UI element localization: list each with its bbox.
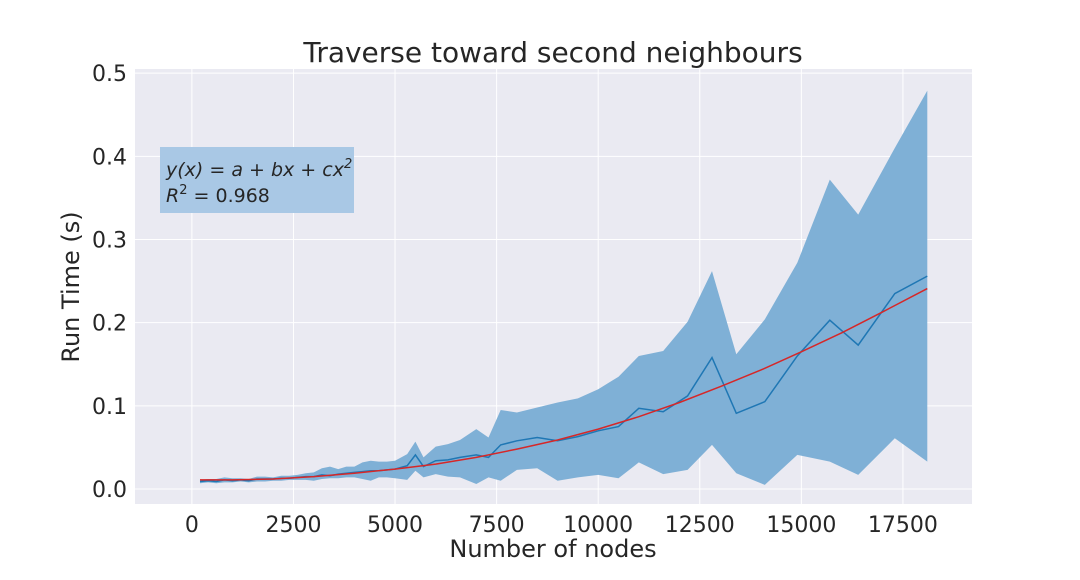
- x-tick-label: 7500: [469, 513, 525, 538]
- y-tick-labels: 0.0 0.1 0.2 0.3 0.4 0.5: [92, 62, 127, 503]
- x-tick-label: 0: [185, 513, 199, 538]
- x-tick-label: 5000: [367, 513, 423, 538]
- x-tick-label: 15000: [766, 513, 836, 538]
- y-axis-label: Run Time (s): [57, 211, 85, 362]
- fit-annotation-box: [160, 147, 354, 213]
- y-tick-label: 0.0: [92, 478, 127, 503]
- x-tick-label: 17500: [868, 513, 938, 538]
- y-tick-label: 0.1: [92, 395, 127, 420]
- x-axis-label: Number of nodes: [449, 535, 656, 563]
- quadratic-fit-line: [200, 287, 928, 481]
- confidence-band: [200, 90, 928, 485]
- y-tick-label: 0.4: [92, 145, 127, 170]
- fit-formula: y(x) = a + bx + cx2: [165, 157, 352, 181]
- fit-annotation: y(x) = a + bx + cx2 R2 = 0.968: [160, 147, 354, 213]
- y-tick-label: 0.5: [92, 62, 127, 87]
- chart-title: Traverse toward second neighbours: [302, 36, 802, 69]
- x-tick-label: 12500: [665, 513, 735, 538]
- y-tick-label: 0.2: [92, 312, 127, 337]
- r-squared: R2 = 0.968: [166, 183, 270, 207]
- y-tick-label: 0.3: [92, 229, 127, 254]
- x-tick-label: 2500: [265, 513, 321, 538]
- x-tick-label: 10000: [563, 513, 633, 538]
- x-tick-labels: 0 2500 5000 7500 10000 12500 15000 17500: [185, 513, 938, 538]
